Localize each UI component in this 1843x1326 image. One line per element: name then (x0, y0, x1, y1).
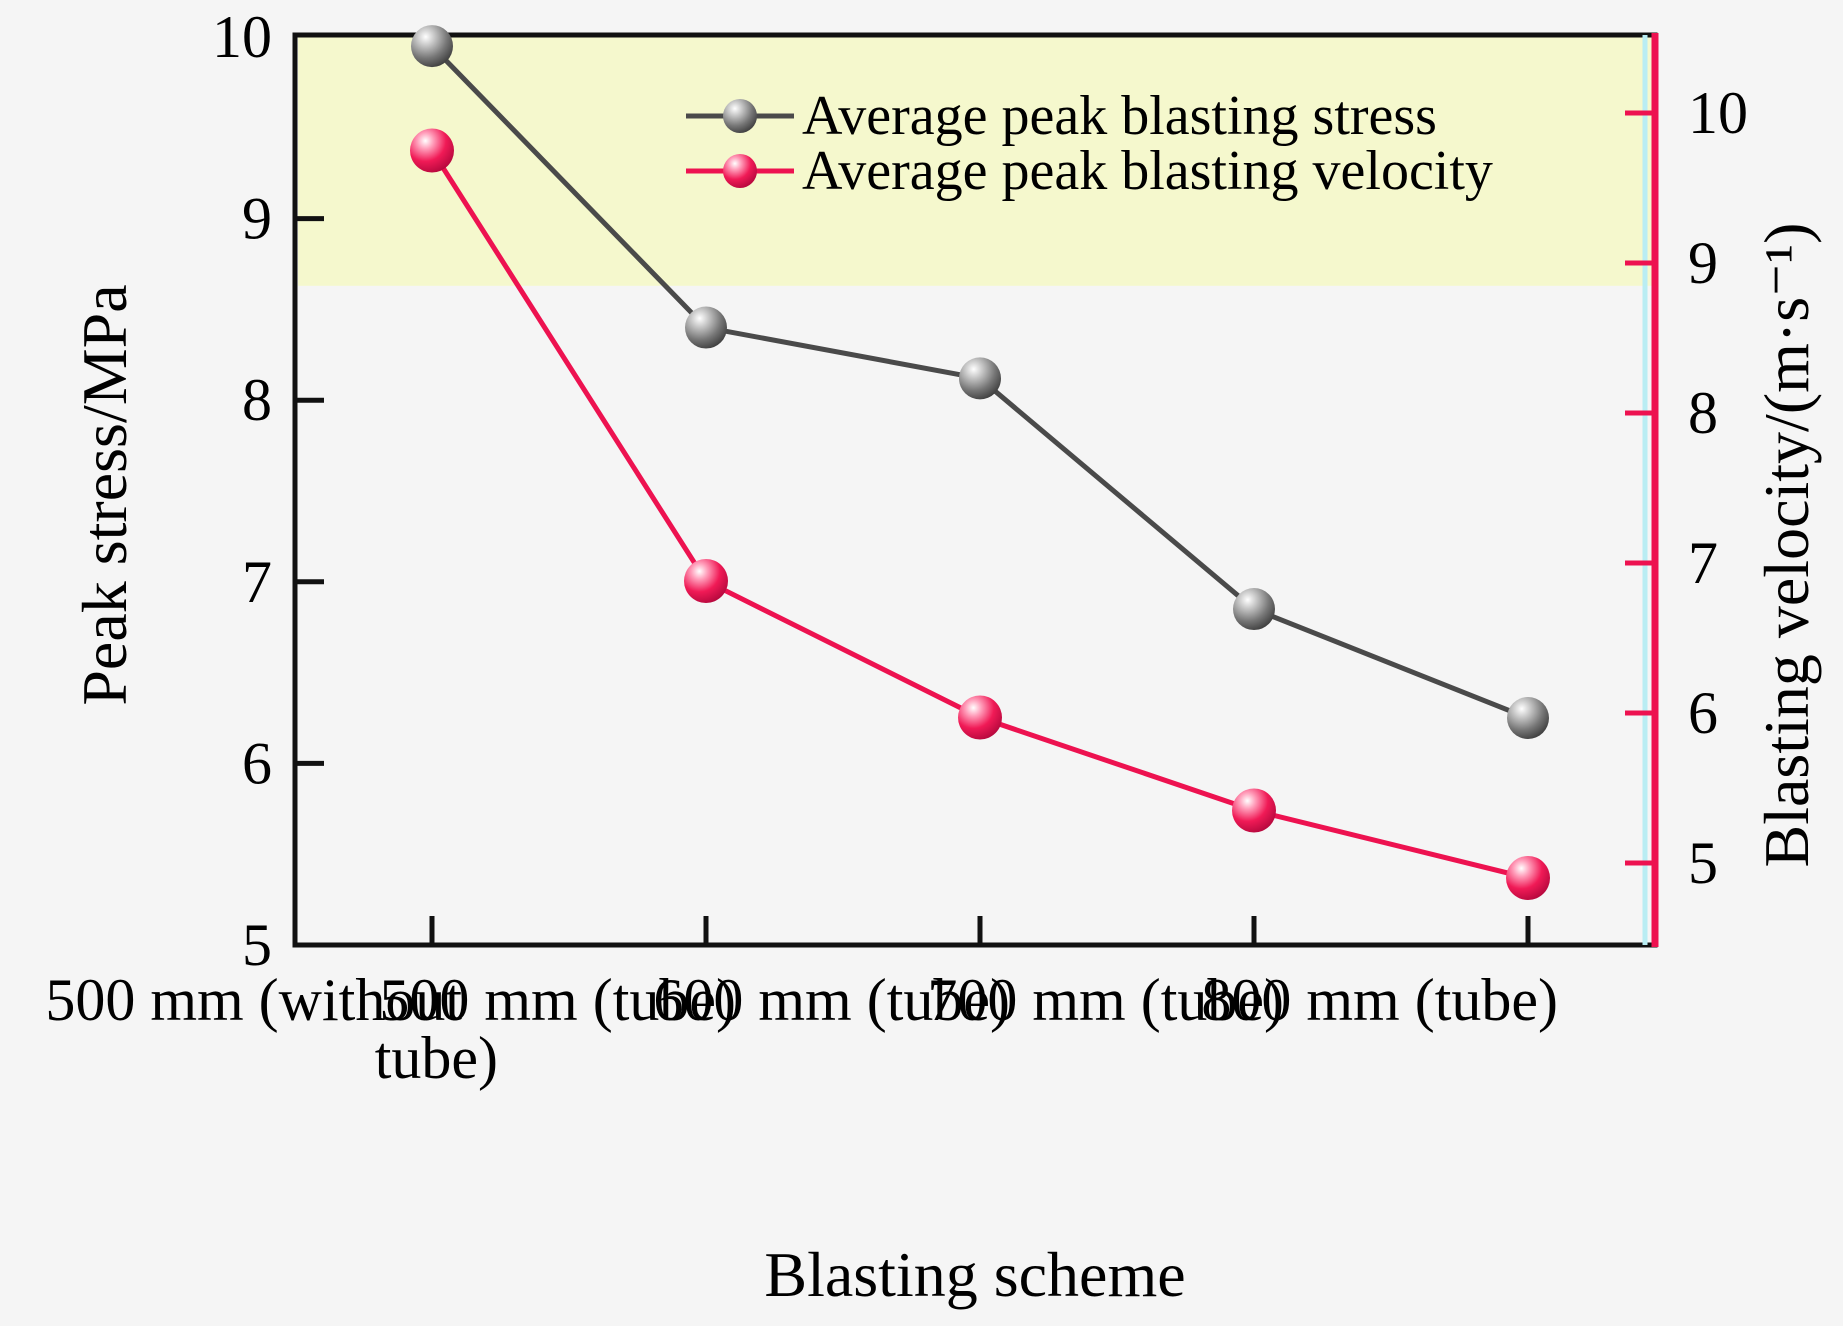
left-axis-tick-label: 6 (242, 730, 272, 796)
x-axis-title: Blasting scheme (764, 1239, 1186, 1310)
stress-marker (1507, 697, 1549, 739)
stress-marker (411, 25, 453, 68)
left-axis-tick-label: 7 (242, 549, 272, 615)
left-axis-title-text: Peak stress/MPa (69, 284, 140, 706)
right-axis-tick-label: 5 (1688, 830, 1718, 896)
velocity-marker (410, 128, 454, 173)
left-axis-tick-label: 9 (242, 186, 272, 252)
x-axis-tick-label: 500 mm (without (45, 967, 462, 1033)
right-axis-tick-label: 6 (1688, 680, 1718, 746)
left-axis-tick-label: 10 (212, 4, 272, 70)
x-axis-tick-label: 500 mm (tube) (379, 967, 736, 1033)
stress-marker (1233, 588, 1275, 631)
x-axis-tick-label: 800 mm (tube) (1201, 967, 1558, 1033)
left-axis-tick-label: 8 (242, 367, 272, 433)
legend-label-stress: Average peak blasting stress (802, 85, 1437, 147)
right-axis-tick-label: 9 (1688, 230, 1718, 296)
x-axis-tick-label: 700 mm (tube) (927, 967, 1284, 1033)
right-axis-title-text: Blasting velocity/(m·s⁻¹) (1751, 222, 1822, 868)
highlight-band (298, 37, 1652, 286)
velocity-legend-marker (723, 154, 757, 188)
stress-marker (685, 306, 727, 349)
right-axis-title: Blasting velocity/(m·s⁻¹) (1750, 0, 1824, 868)
velocity-marker (958, 695, 1002, 740)
right-axis-tick-label: 8 (1688, 380, 1718, 446)
x-axis-tick-label: 600 mm (tube) (653, 967, 1010, 1033)
velocity-marker (1506, 856, 1550, 900)
velocity-marker (684, 559, 728, 603)
x-axis-tick-label: tube) (375, 1025, 498, 1091)
velocity-marker (1232, 788, 1276, 833)
left-axis-title: Peak stress/MPa (68, 74, 142, 705)
right-axis-tick-label: 10 (1688, 80, 1748, 146)
right-axis-tick-label: 7 (1688, 530, 1718, 596)
legend-label-velocity: Average peak blasting velocity (802, 140, 1493, 202)
stress-legend-marker (723, 99, 757, 133)
stress-marker (959, 357, 1001, 400)
left-axis-tick-label: 5 (242, 912, 272, 978)
